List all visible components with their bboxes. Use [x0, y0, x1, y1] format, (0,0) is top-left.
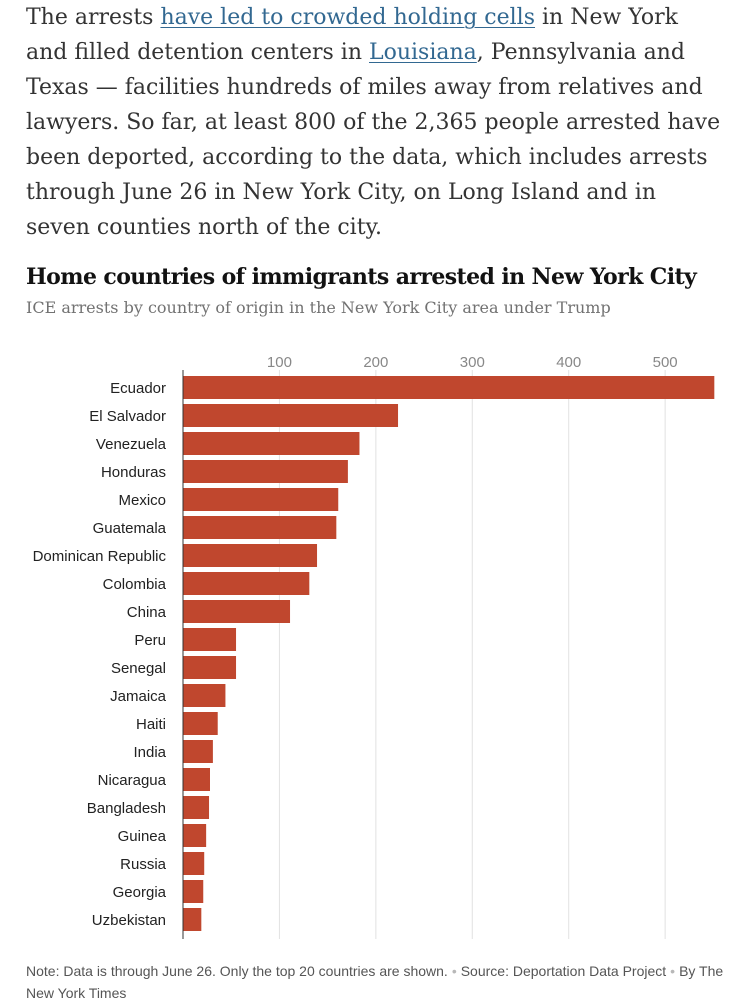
bar — [183, 908, 202, 931]
x-tick-label: 200 — [363, 354, 388, 371]
category-label: Haiti — [136, 716, 166, 733]
bar — [183, 656, 237, 679]
holding-cells-link[interactable]: have led to crowded holding cells — [160, 5, 536, 30]
category-label: Ecuador — [110, 380, 166, 397]
category-label: Guinea — [118, 828, 167, 845]
category-label: Russia — [120, 856, 167, 873]
bar — [183, 460, 348, 483]
louisiana-link[interactable]: Louisiana — [369, 40, 477, 65]
category-label: Uzbekistan — [92, 912, 166, 929]
separator-dot: • — [670, 963, 676, 979]
category-label: Mexico — [118, 492, 166, 509]
category-label: India — [133, 744, 166, 761]
bar — [183, 516, 337, 539]
x-tick-label: 500 — [653, 354, 678, 371]
bar-chart: 100 200 300 400 500 Ecuador El Salvador Venezue… — [33, 354, 715, 939]
category-label: Dominican Republic — [33, 548, 167, 565]
category-label: El Salvador — [89, 408, 166, 425]
category-label: Venezuela — [96, 436, 167, 453]
bar — [183, 572, 310, 595]
category-label: Guatemala — [93, 520, 167, 537]
category-label: Honduras — [101, 464, 166, 481]
bar — [183, 684, 226, 707]
chart-title: Home countries of immigrants arrested in… — [26, 264, 697, 290]
bar — [183, 796, 210, 819]
article-text-intro: The arrests — [26, 5, 161, 30]
separator-dot: • — [451, 963, 457, 979]
bar — [183, 432, 360, 455]
category-label: Nicaragua — [98, 772, 167, 789]
bar — [183, 712, 218, 735]
bar — [183, 824, 207, 847]
footer-source: Source: Deportation Data Project — [460, 963, 667, 979]
chart-footer: Note: Data is through June 26. Only the … — [26, 960, 726, 1004]
category-label: Senegal — [111, 660, 166, 677]
article-paragraph: The arrests have led to crowded holding … — [26, 0, 726, 245]
chart-subtitle: ICE arrests by country of origin in the … — [26, 298, 611, 317]
bar — [183, 740, 213, 763]
bar — [183, 404, 399, 427]
bar — [183, 376, 715, 399]
article-text-mid: in New York and filled detention centers… — [26, 5, 679, 65]
category-label: Bangladesh — [87, 800, 166, 817]
bar — [183, 628, 237, 651]
footer-note: Note: Data is through June 26. Only the … — [26, 963, 448, 979]
x-tick-label: 400 — [556, 354, 581, 371]
category-label: China — [127, 604, 167, 621]
article-text-rest: , Pennsylvania and Texas — facilities hu… — [26, 40, 721, 240]
x-tick-label: 100 — [267, 354, 292, 371]
category-label: Colombia — [103, 576, 167, 593]
category-label: Peru — [134, 632, 166, 649]
category-label: Georgia — [113, 884, 167, 901]
category-label: Jamaica — [110, 688, 167, 705]
bar — [183, 852, 205, 875]
bar — [183, 488, 339, 511]
bar — [183, 600, 291, 623]
bar — [183, 544, 318, 567]
bar — [183, 768, 210, 791]
bar — [183, 880, 204, 903]
footer-byline: By The New York Times — [26, 963, 724, 1001]
x-tick-label: 300 — [460, 354, 485, 371]
